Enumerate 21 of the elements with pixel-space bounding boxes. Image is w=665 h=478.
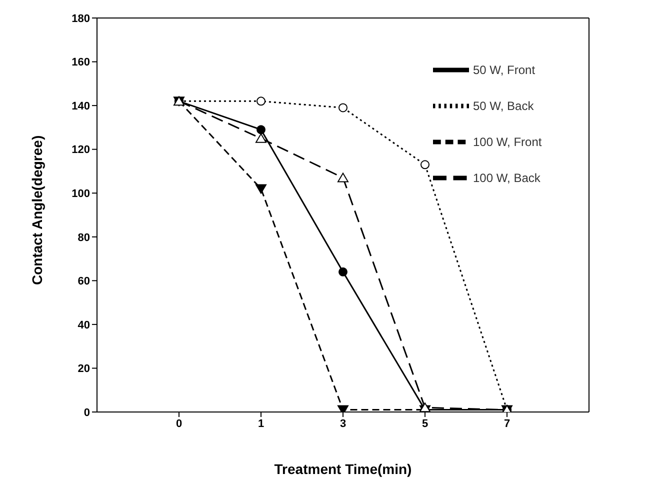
y-tick-label: 180 <box>72 12 90 25</box>
y-axis-title: Contact Angle(degree) <box>28 135 45 285</box>
y-tick-label: 100 <box>72 188 90 200</box>
y-tick-label: 120 <box>72 144 90 156</box>
y-tick-label: 140 <box>72 100 90 112</box>
x-tick-label: 3 <box>340 418 346 430</box>
y-tick-label: 80 <box>78 232 90 244</box>
x-tick-label: 1 <box>258 418 264 430</box>
x-tick-label: 5 <box>422 418 428 430</box>
y-tick-label: 0 <box>84 406 90 419</box>
x-tick-label: 0 <box>176 418 182 430</box>
legend-label: 50 W, Front <box>473 63 536 78</box>
y-tick-label: 40 <box>78 319 90 332</box>
y-tick-label: 160 <box>72 56 90 69</box>
y-tick-label: 60 <box>78 276 90 288</box>
x-axis-title: Treatment Time(min) <box>274 461 412 477</box>
legend-label: 50 W, Back <box>473 99 534 114</box>
y-tick-label: 20 <box>78 363 90 376</box>
x-tick-label: 7 <box>504 418 510 430</box>
legend-label: 100 W, Back <box>473 171 540 186</box>
legend-label: 100 W, Front <box>473 135 542 150</box>
